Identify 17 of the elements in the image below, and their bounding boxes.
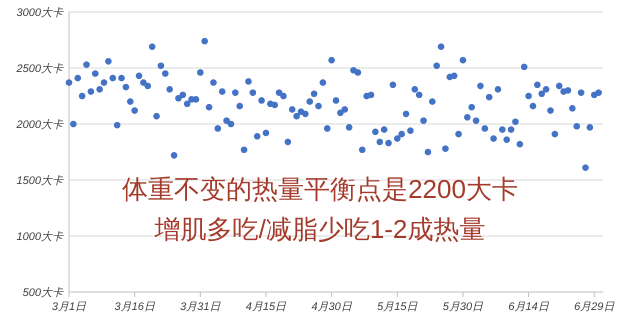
y-tick-label: 3000大卡 — [16, 6, 64, 19]
x-tick-label: 3月16日 — [114, 301, 156, 313]
y-tick-label: 1000大卡 — [16, 230, 64, 243]
x-tick-label: 3月1日 — [52, 301, 88, 313]
x-tick-label: 5月15日 — [377, 301, 418, 313]
x-tick-label: 6月14日 — [508, 301, 550, 313]
y-tick-label: 500大卡 — [22, 286, 64, 299]
x-tick-label: 4月30日 — [311, 301, 353, 313]
x-tick-label: 6月29日 — [574, 301, 616, 313]
x-tick-label: 5月30日 — [442, 301, 484, 313]
y-tick-label: 2000大卡 — [16, 118, 64, 131]
x-tick-label: 3月31日 — [180, 301, 222, 313]
annotation: 体重不变的热量平衡点是2200大卡 — [122, 174, 518, 204]
y-tick-label: 2500大卡 — [16, 62, 64, 75]
y-tick-label: 1500大卡 — [16, 174, 64, 187]
x-tick-label: 4月15日 — [246, 301, 288, 313]
annotation: 增肌多吃/减脂少吃1-2成热量 — [154, 214, 486, 244]
